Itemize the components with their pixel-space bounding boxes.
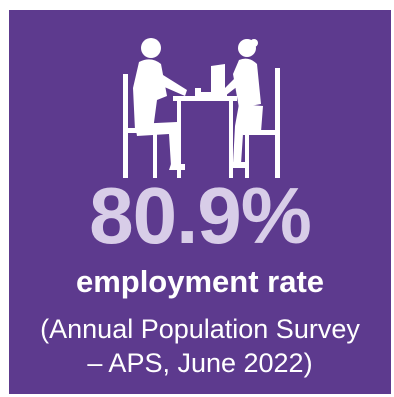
source-note-line-2: – APS, June 2022) [87, 348, 313, 378]
employment-rate-value: 80.9% [89, 171, 312, 260]
employment-stat-card: 80.9% employment rate (Annual Population… [9, 10, 391, 394]
source-note: (Annual Population Survey – APS, June 20… [9, 312, 391, 380]
source-note-line-1: (Annual Population Survey [40, 314, 360, 344]
interview-people-at-table-icon [123, 38, 280, 178]
employment-rate-label: employment rate [75, 264, 325, 299]
